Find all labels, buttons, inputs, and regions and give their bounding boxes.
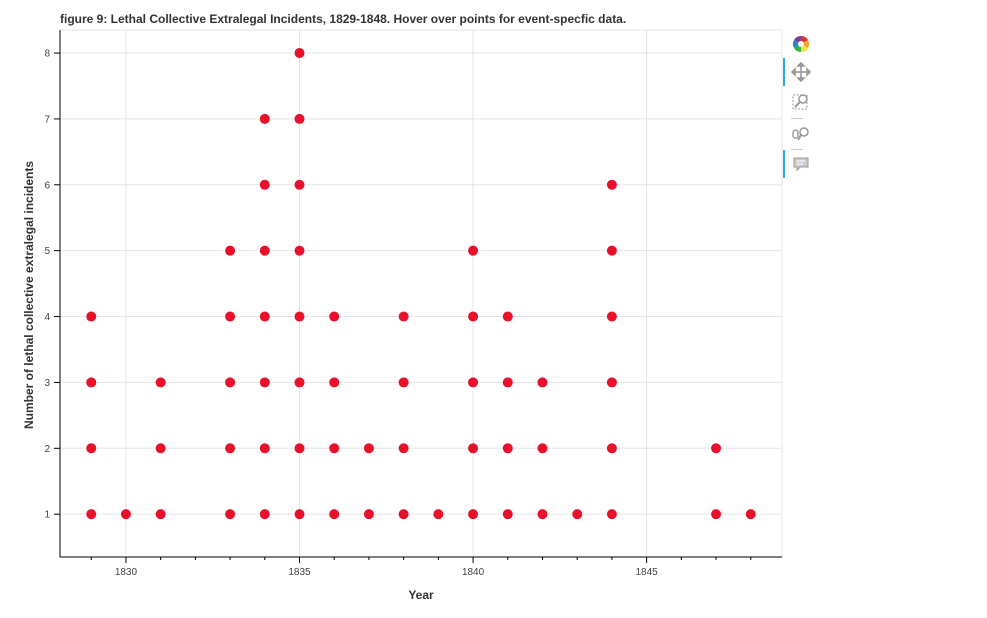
data-point[interactable] xyxy=(398,377,409,388)
toolbar-separator xyxy=(791,118,803,119)
y-tick-label: 7 xyxy=(44,114,50,125)
data-point[interactable] xyxy=(259,509,270,520)
data-point[interactable] xyxy=(86,311,97,322)
data-point[interactable] xyxy=(225,245,236,256)
data-point[interactable] xyxy=(502,509,513,520)
x-tick-label: 1845 xyxy=(636,567,659,578)
data-points[interactable] xyxy=(86,48,756,520)
y-ticks: 1 2 3 4 5 6 7 8 xyxy=(44,49,60,521)
data-point[interactable] xyxy=(225,443,236,454)
data-point[interactable] xyxy=(363,443,374,454)
toolbar-separator xyxy=(791,149,803,150)
y-tick-label: 4 xyxy=(44,312,50,323)
y-tick-label: 5 xyxy=(44,246,50,257)
data-point[interactable] xyxy=(606,179,617,190)
y-tick-label: 6 xyxy=(44,180,50,191)
data-point[interactable] xyxy=(537,443,548,454)
data-point[interactable] xyxy=(606,509,617,520)
data-point[interactable] xyxy=(86,443,97,454)
data-point[interactable] xyxy=(745,509,756,520)
data-point[interactable] xyxy=(468,509,479,520)
data-point[interactable] xyxy=(155,377,166,388)
data-point[interactable] xyxy=(294,443,305,454)
data-point[interactable] xyxy=(259,377,270,388)
data-point[interactable] xyxy=(294,48,305,59)
data-point[interactable] xyxy=(225,311,236,322)
hover-tool[interactable] xyxy=(783,150,813,178)
data-point[interactable] xyxy=(294,509,305,520)
data-point[interactable] xyxy=(155,443,166,454)
data-point[interactable] xyxy=(711,509,722,520)
data-point[interactable] xyxy=(398,311,409,322)
data-point[interactable] xyxy=(398,443,409,454)
data-point[interactable] xyxy=(259,179,270,190)
data-point[interactable] xyxy=(537,509,548,520)
y-tick-label: 1 xyxy=(44,510,50,521)
data-point[interactable] xyxy=(711,443,722,454)
wheel-zoom-icon xyxy=(792,127,809,141)
data-point[interactable] xyxy=(259,245,270,256)
data-point[interactable] xyxy=(398,509,409,520)
x-tick-label: 1840 xyxy=(462,567,485,578)
data-point[interactable] xyxy=(225,509,236,520)
data-point[interactable] xyxy=(259,113,270,124)
data-point[interactable] xyxy=(468,443,479,454)
data-point[interactable] xyxy=(537,377,548,388)
plot-area[interactable] xyxy=(59,29,783,558)
data-point[interactable] xyxy=(468,377,479,388)
data-point[interactable] xyxy=(329,443,340,454)
data-point[interactable] xyxy=(606,377,617,388)
x-ticks: 1830 1835 1840 1845 xyxy=(90,557,752,578)
data-point[interactable] xyxy=(86,509,97,520)
data-point[interactable] xyxy=(120,509,131,520)
data-point[interactable] xyxy=(294,113,305,124)
bokeh-logo-icon xyxy=(792,35,810,53)
data-point[interactable] xyxy=(606,311,617,322)
data-point[interactable] xyxy=(294,179,305,190)
data-point[interactable] xyxy=(259,443,270,454)
grid xyxy=(60,30,782,557)
data-point[interactable] xyxy=(329,311,340,322)
data-point[interactable] xyxy=(329,377,340,388)
y-axis-label: Number of lethal collective extralegal i… xyxy=(22,161,36,429)
data-point[interactable] xyxy=(502,377,513,388)
data-point[interactable] xyxy=(363,509,374,520)
data-point[interactable] xyxy=(329,509,340,520)
y-tick-label: 2 xyxy=(44,444,50,455)
y-tick-label: 8 xyxy=(44,49,50,60)
bokeh-logo[interactable] xyxy=(783,30,813,58)
data-point[interactable] xyxy=(572,509,583,520)
chart-title: figure 9: Lethal Collective Extralegal I… xyxy=(60,12,627,26)
pan-tool[interactable] xyxy=(783,58,813,86)
y-tick-label: 3 xyxy=(44,378,50,389)
data-point[interactable] xyxy=(502,443,513,454)
x-tick-label: 1830 xyxy=(115,567,138,578)
data-point[interactable] xyxy=(468,245,479,256)
data-point[interactable] xyxy=(294,311,305,322)
hover-icon xyxy=(793,157,809,172)
data-point[interactable] xyxy=(468,311,479,322)
x-axis-label: Year xyxy=(408,588,434,602)
data-point[interactable] xyxy=(433,509,444,520)
pan-icon xyxy=(791,62,811,82)
box-zoom-tool[interactable] xyxy=(783,88,813,116)
x-tick-label: 1835 xyxy=(288,567,311,578)
data-point[interactable] xyxy=(259,311,270,322)
data-point[interactable] xyxy=(606,245,617,256)
data-point[interactable] xyxy=(294,245,305,256)
data-point[interactable] xyxy=(294,377,305,388)
data-point[interactable] xyxy=(86,377,97,388)
data-point[interactable] xyxy=(155,509,166,520)
wheel-zoom-tool[interactable] xyxy=(783,120,813,148)
data-point[interactable] xyxy=(502,311,513,322)
data-point[interactable] xyxy=(225,377,236,388)
box-zoom-icon xyxy=(792,94,808,110)
data-point[interactable] xyxy=(606,443,617,454)
